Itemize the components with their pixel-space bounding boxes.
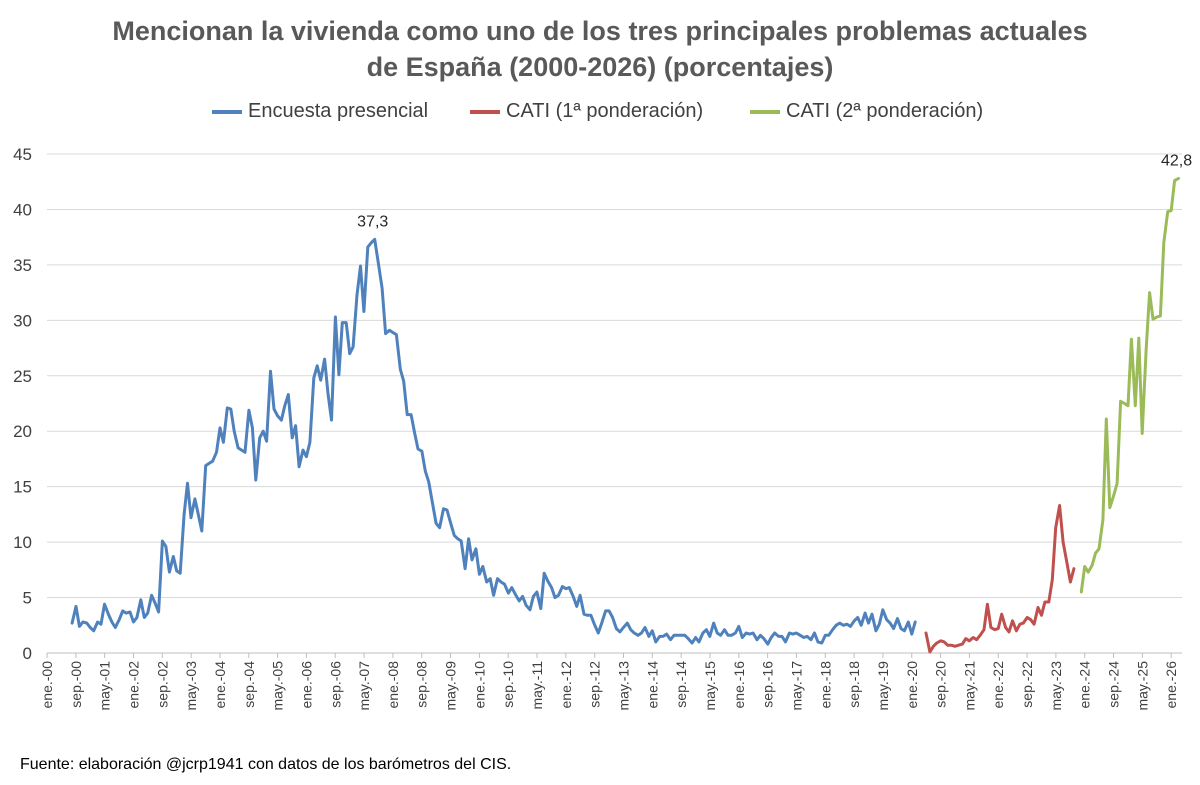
chart-title-line1: Mencionan la vivienda como uno de los tr… (112, 16, 1088, 46)
y-tick-label: 25 (13, 367, 32, 386)
legend-label-cati-2: CATI (2ª ponderación) (786, 100, 984, 122)
x-tick-label: sep.-10 (500, 661, 516, 708)
x-tick-label: sep.-16 (760, 661, 776, 708)
x-tick-label: ene.-12 (558, 661, 574, 709)
x-tick-label: may.-23 (1048, 661, 1064, 711)
x-tick-label: ene.-02 (125, 661, 141, 709)
x-tick-label: may.-09 (443, 661, 459, 711)
x-tick-label: may.-19 (875, 661, 891, 711)
legend-swatch-encuesta-presencial (212, 109, 242, 114)
legend-label-cati-1: CATI (1ª ponderación) (506, 100, 704, 122)
y-tick-label: 10 (13, 533, 32, 552)
x-tick-label: ene.-22 (990, 661, 1006, 709)
x-tick-label: may.-17 (788, 661, 804, 711)
y-tick-label: 20 (13, 422, 32, 441)
x-tick-label: may.-03 (183, 661, 199, 711)
data-label: 37,3 (357, 213, 388, 230)
y-tick-label: 45 (13, 145, 32, 164)
x-tick-label: may.-15 (702, 661, 718, 711)
series-line-1 (70, 237, 917, 646)
y-tick-label: 35 (13, 256, 32, 275)
x-tick-label: may.-13 (616, 661, 632, 711)
y-tick-label: 0 (23, 644, 32, 663)
x-tick-label: ene.-06 (298, 661, 314, 709)
legend-swatch-cati-1 (470, 109, 500, 114)
legend-item-encuesta-presencial: Encuesta presencial (212, 100, 428, 123)
x-tick-label: may.-25 (1134, 661, 1150, 711)
x-tick-label: sep.-24 (1106, 661, 1122, 708)
x-tick-label: sep.-00 (68, 661, 84, 708)
x-tick-label: ene.-20 (904, 661, 920, 709)
x-tick-label: sep.-04 (241, 661, 257, 708)
x-tick-label: ene.-14 (644, 661, 660, 709)
x-tick-label: sep.-14 (673, 661, 689, 708)
x-tick-label: sep.-08 (414, 661, 430, 708)
x-tick-label: ene.-26 (1163, 661, 1179, 709)
x-tick-label: may.-07 (356, 661, 372, 711)
x-tick-label: may.-11 (529, 661, 545, 710)
x-tick-label: ene.-16 (731, 661, 747, 709)
x-tick-label: may.-05 (270, 661, 286, 711)
x-tick-label: ene.-08 (385, 661, 401, 709)
legend-item-cati-2: CATI (2ª ponderación) (750, 100, 983, 123)
y-tick-label: 40 (13, 200, 32, 219)
x-tick-label: sep.-02 (154, 661, 170, 708)
x-tick-label: may.-21 (961, 661, 977, 711)
line-chart: 0 5 10 15 20 25 30 35 40 45 ene.-00 sep.-00 may.-01 e… (13, 145, 1192, 711)
legend-item-cati-1: CATI (1ª ponderación) (470, 100, 703, 123)
legend-label-encuesta-presencial: Encuesta presencial (248, 100, 429, 122)
x-tick-label: sep.-06 (327, 661, 343, 708)
y-tick-label: 30 (13, 311, 32, 330)
series-line-3 (1079, 176, 1180, 594)
x-tick-label: sep.-20 (933, 661, 949, 708)
x-tick-label: ene.-18 (817, 661, 833, 709)
source-note: Fuente: elaboración @jcrp1941 con datos … (20, 756, 512, 773)
legend-swatch-cati-2 (750, 109, 780, 114)
y-tick-label: 15 (13, 478, 32, 497)
x-tick-label: sep.-12 (587, 661, 603, 708)
x-tick-label: ene.-00 (39, 661, 55, 709)
x-tick-label: sep.-18 (846, 661, 862, 708)
x-tick-label: may.-01 (97, 661, 113, 711)
x-tick-label: ene.-04 (212, 661, 228, 709)
x-tick-label: ene.-10 (471, 661, 487, 709)
legend: Encuesta presencial CATI (1ª ponderación… (0, 100, 1200, 130)
data-label: 42,8 (1161, 152, 1192, 169)
x-tick-label: sep.-22 (1019, 661, 1035, 708)
x-tick-label: ene.-24 (1077, 661, 1093, 709)
y-tick-label: 5 (23, 589, 32, 608)
series-line-2 (924, 504, 1076, 654)
chart-title-line2: de España (2000-2026) (porcentajes) (366, 52, 834, 82)
